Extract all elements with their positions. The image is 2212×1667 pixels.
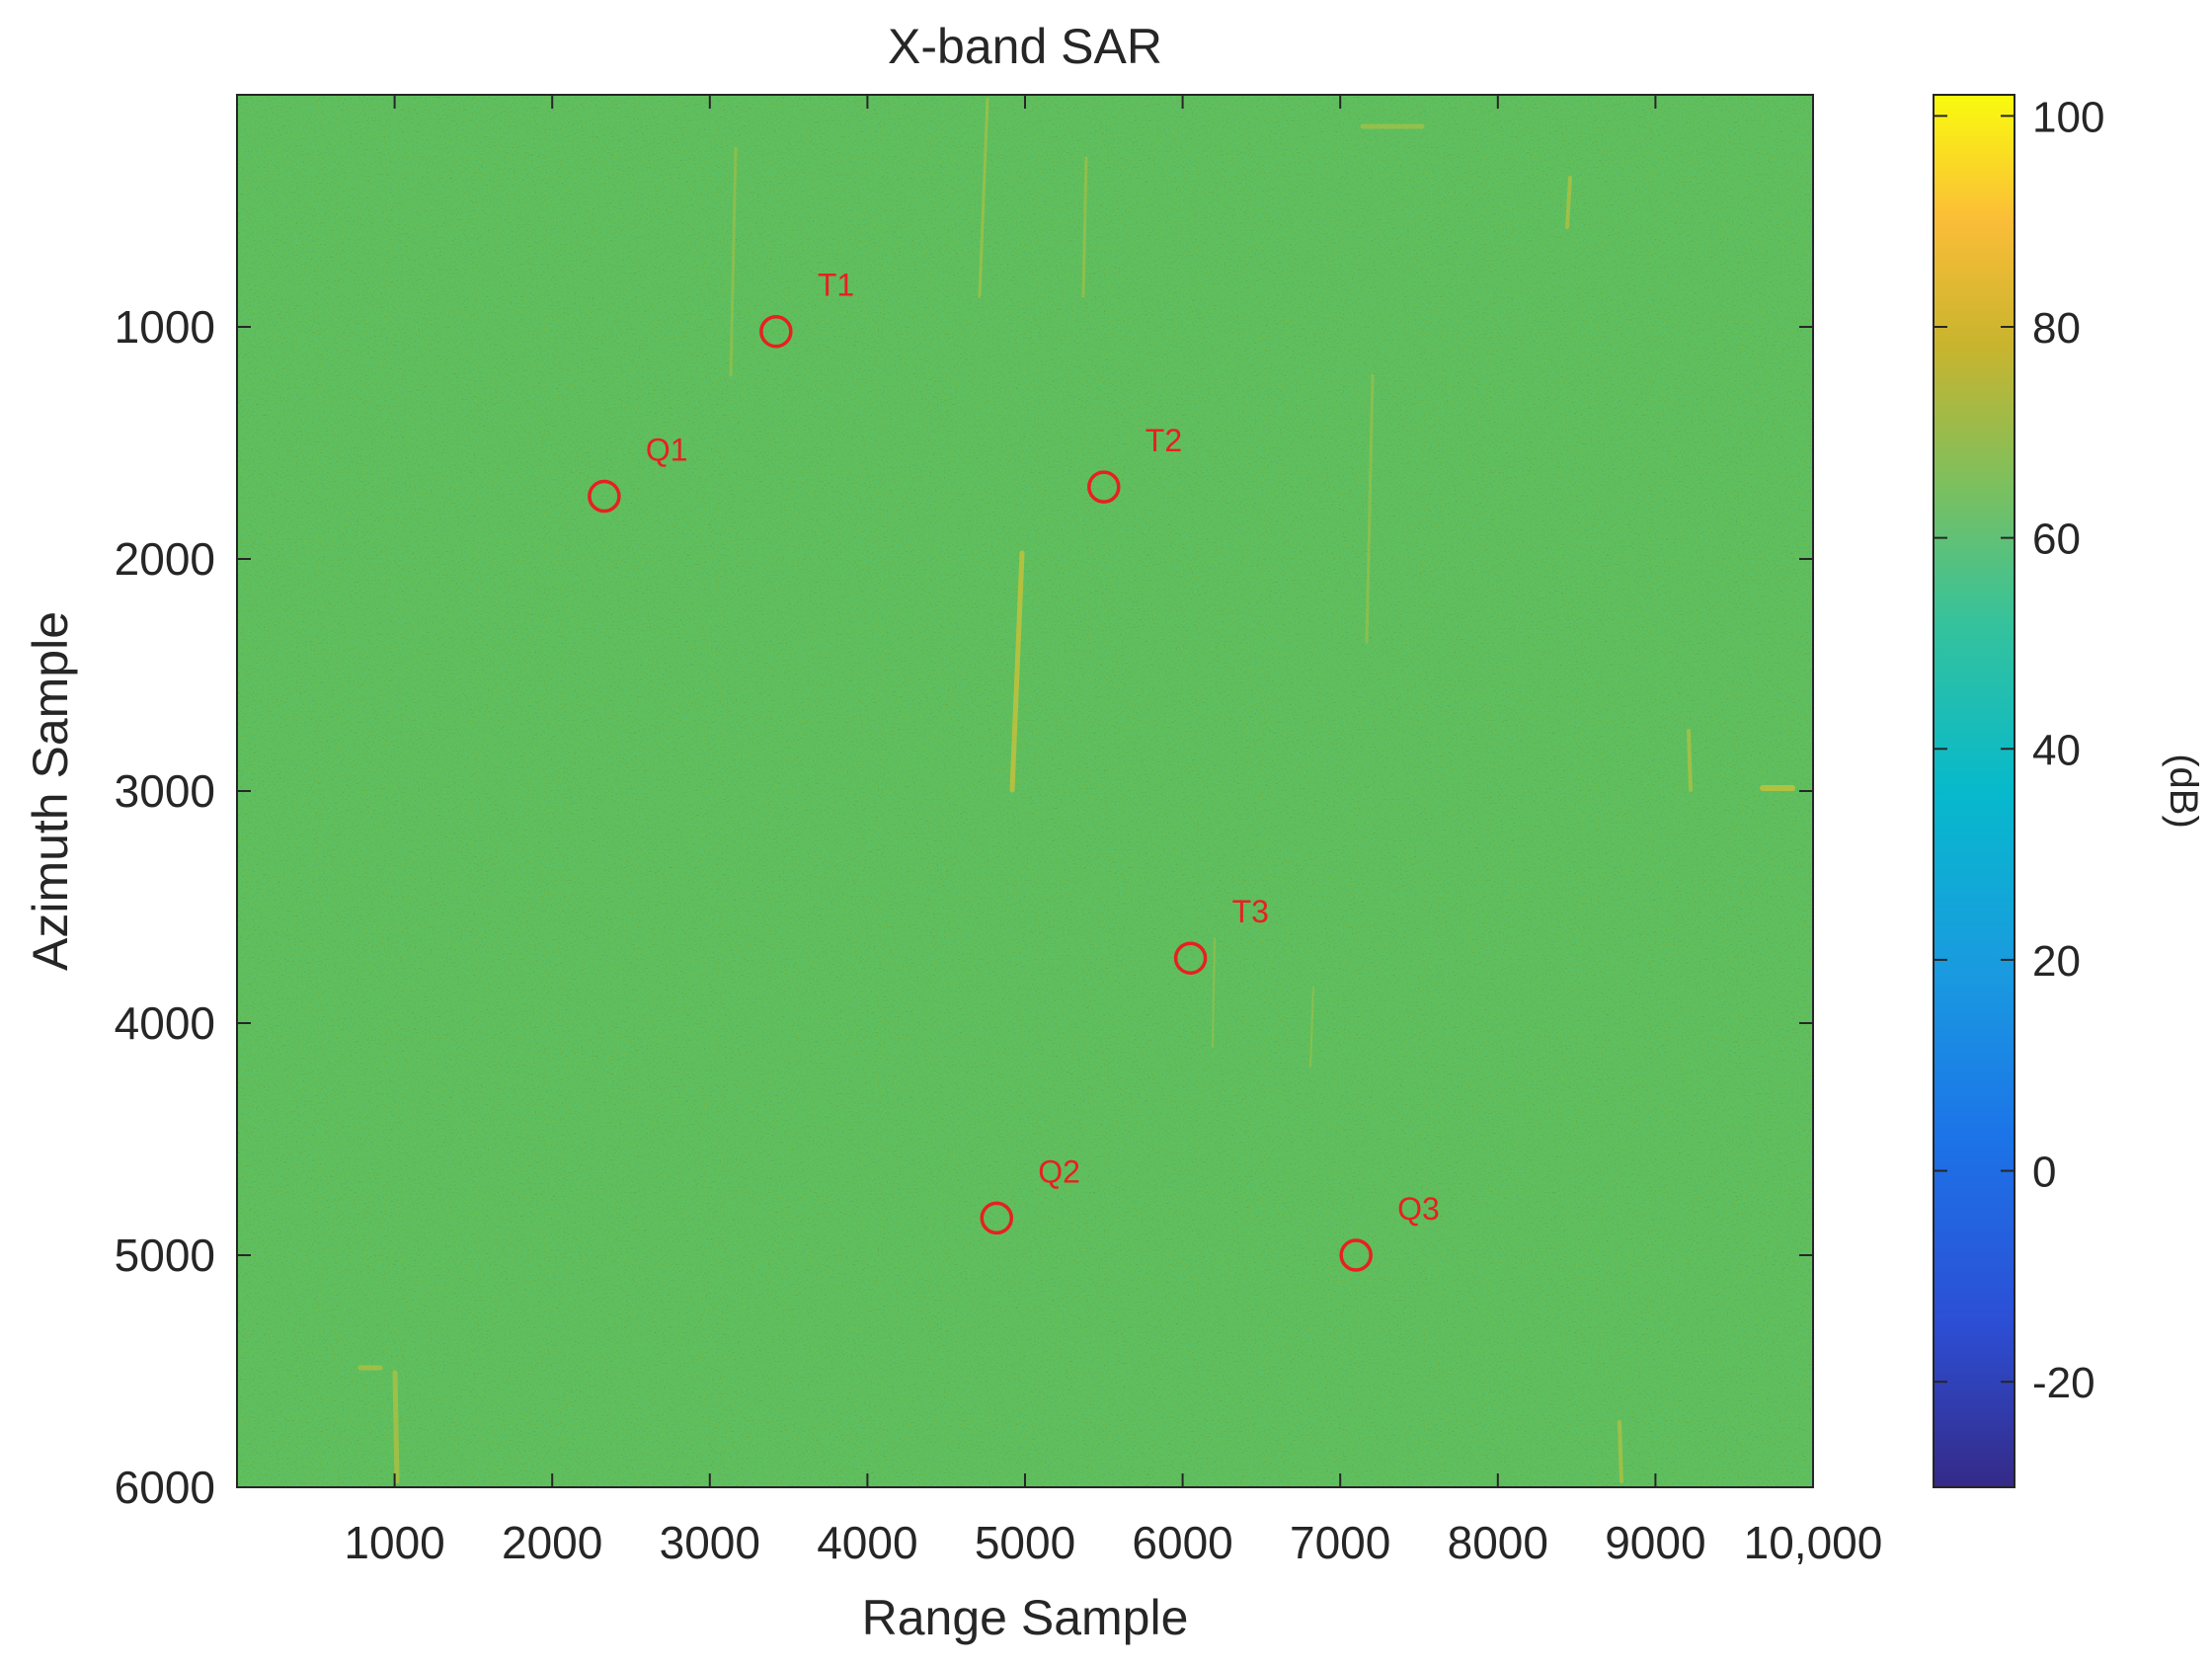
colorbar-tick-label: 100	[2032, 93, 2104, 141]
marker-circle-t3	[1173, 941, 1208, 975]
heatmap-streaks	[357, 97, 1795, 1484]
marker-layer: T1 Q1 T2 T3 Q2 Q3	[588, 268, 1440, 1272]
y-tick-label: 2000	[115, 533, 215, 585]
colorbar-tick-label: 80	[2032, 304, 2081, 353]
chart-title: X-band SAR	[888, 19, 1162, 74]
marker-label-t3: T3	[1232, 894, 1269, 929]
y-tick-label: 3000	[115, 765, 215, 817]
colorbar-label: (dB)	[2162, 754, 2205, 829]
x-tick-label: 9000	[1605, 1517, 1705, 1568]
y-axis-label: Azimuth Sample	[23, 611, 78, 971]
x-axis-ticks: 1000 2000 3000 4000 5000 6000 7000 8000 9000 10,0…	[344, 95, 1882, 1568]
colorbar-tick-label: 0	[2032, 1149, 2056, 1197]
marker-circle-q3	[1339, 1238, 1373, 1272]
marker-label-q3: Q3	[1397, 1191, 1440, 1227]
marker-circle-t1	[759, 314, 793, 349]
x-axis-label: Range Sample	[862, 1590, 1189, 1645]
x-tick-label: 3000	[660, 1517, 760, 1568]
marker-label-t2: T2	[1146, 423, 1182, 458]
colorbar-tick-label: -20	[2032, 1359, 2095, 1407]
y-tick-label: 1000	[115, 301, 215, 353]
x-tick-label: 5000	[975, 1517, 1075, 1568]
x-tick-label: 1000	[344, 1517, 444, 1568]
y-axis-ticks: 1000 2000 3000 4000 5000 6000	[115, 301, 1813, 1513]
marker-circle-t2	[1087, 470, 1121, 504]
heatmap-image: T1 Q1 T2 T3 Q2 Q3	[237, 95, 1813, 1487]
colorbar-ticks: -20 0 20 40 60 80 100	[1934, 93, 2104, 1407]
y-tick-label: 6000	[115, 1462, 215, 1513]
x-tick-label: 8000	[1448, 1517, 1548, 1568]
colorbar	[1933, 94, 2015, 1488]
marker-circle-q1	[588, 479, 621, 514]
y-tick-label: 4000	[115, 997, 215, 1049]
x-tick-label: 2000	[502, 1517, 602, 1568]
colorbar-tick-label: 40	[2032, 726, 2081, 774]
marker-label-q2: Q2	[1038, 1153, 1080, 1189]
x-tick-label: 10,000	[1744, 1517, 1883, 1568]
y-tick-label: 5000	[115, 1230, 215, 1281]
x-tick-label: 6000	[1132, 1517, 1232, 1568]
x-tick-label: 7000	[1290, 1517, 1390, 1568]
heatmap-speckle	[237, 95, 1813, 1487]
x-tick-label: 4000	[817, 1517, 917, 1568]
marker-label-t1: T1	[818, 268, 854, 303]
marker-circle-q2	[980, 1201, 1014, 1235]
colorbar-tick-label: 20	[2032, 937, 2081, 986]
colorbar-tick-label: 60	[2032, 516, 2081, 564]
marker-label-q1: Q1	[646, 433, 688, 468]
